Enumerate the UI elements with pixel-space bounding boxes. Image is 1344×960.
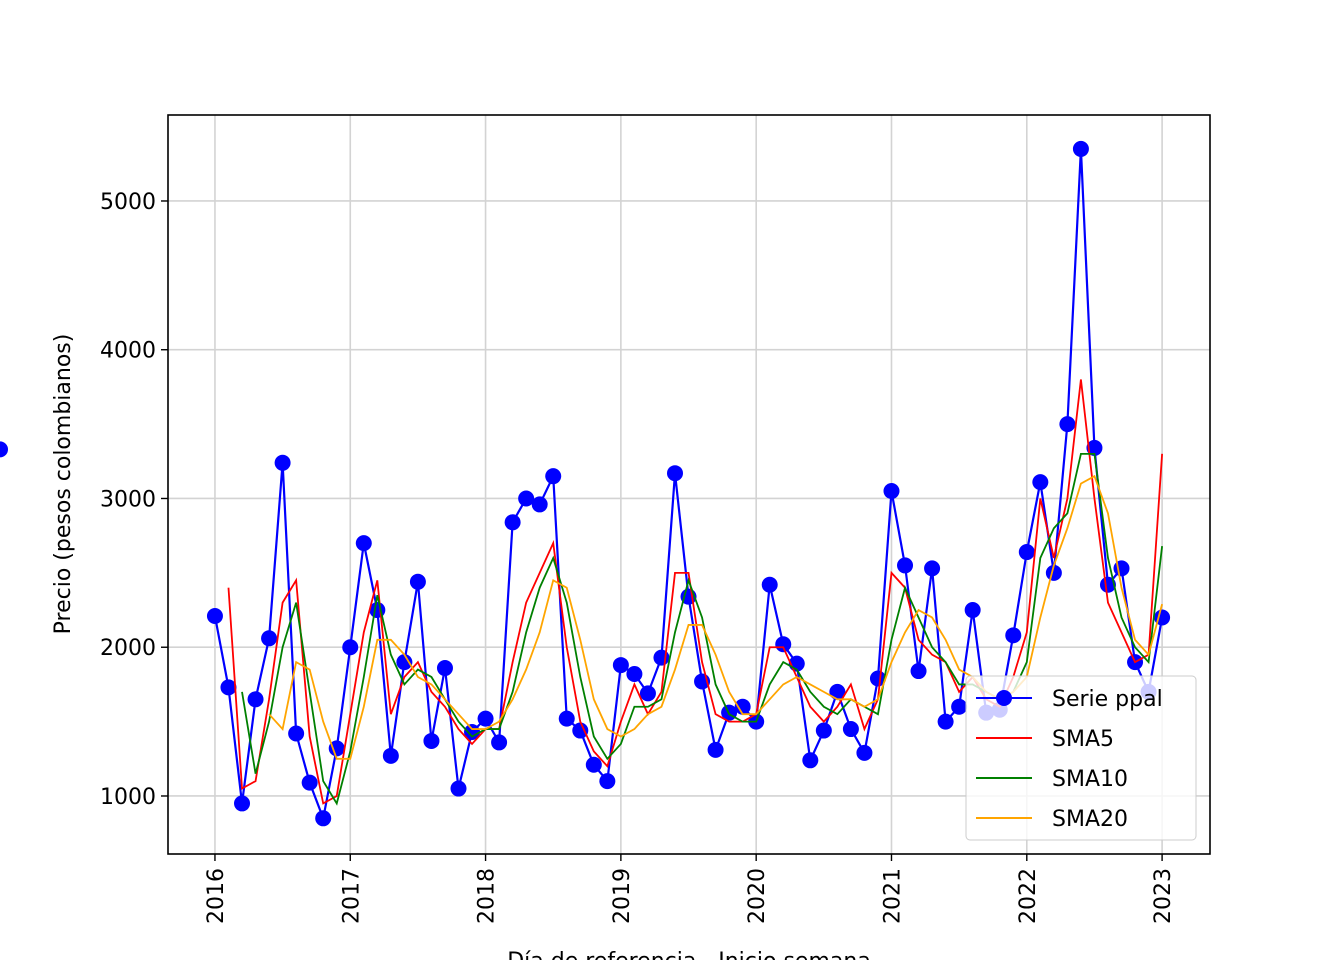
data-point xyxy=(1045,564,1062,581)
data-point xyxy=(1018,544,1035,561)
y-tick-label: 1000 xyxy=(100,785,156,810)
data-point xyxy=(937,713,954,730)
data-point xyxy=(1005,627,1022,644)
legend-label: SMA5 xyxy=(1052,727,1114,752)
data-point xyxy=(707,741,724,758)
x-tick-label: 2022 xyxy=(1016,868,1041,924)
data-point xyxy=(315,810,332,827)
data-point xyxy=(247,691,264,708)
y-tick-label: 4000 xyxy=(100,339,156,364)
data-point xyxy=(558,710,575,727)
data-point xyxy=(328,740,345,757)
data-point xyxy=(531,496,548,513)
data-point xyxy=(815,722,832,739)
data-point xyxy=(585,756,602,773)
data-point xyxy=(436,660,453,677)
x-tick-label: 2017 xyxy=(339,868,364,924)
data-point xyxy=(423,732,440,749)
data-point xyxy=(288,725,305,742)
legend-marker xyxy=(996,690,1012,706)
y-tick-label: 3000 xyxy=(100,487,156,512)
data-point xyxy=(964,602,981,619)
data-point xyxy=(409,573,426,590)
data-point xyxy=(1072,140,1089,157)
data-point xyxy=(545,468,562,485)
legend-box xyxy=(965,675,1197,841)
x-axis-label: Día de referencia - Inicio semana xyxy=(507,949,871,960)
x-tick-label: 2018 xyxy=(475,868,500,924)
data-point xyxy=(355,535,372,552)
data-point xyxy=(626,666,643,683)
data-point xyxy=(1059,416,1076,433)
data-point xyxy=(572,722,589,739)
data-point xyxy=(761,576,778,593)
x-tick-label: 2021 xyxy=(880,868,905,924)
x-tick-label: 2023 xyxy=(1151,868,1176,924)
plot-frame xyxy=(167,114,1211,855)
data-point xyxy=(775,636,792,653)
data-point xyxy=(261,630,278,647)
data-point xyxy=(910,663,927,680)
data-point xyxy=(924,560,941,577)
data-point xyxy=(869,670,886,687)
data-point xyxy=(274,454,291,471)
data-point xyxy=(734,698,751,715)
x-tick-label: 2019 xyxy=(610,868,635,924)
data-point xyxy=(518,490,535,507)
data-point xyxy=(342,639,359,656)
data-point xyxy=(897,557,914,574)
data-point xyxy=(802,752,819,769)
legend-label: SMA10 xyxy=(1052,767,1128,792)
y-axis-label: Precio (pesos colombianos) xyxy=(51,334,76,635)
data-point xyxy=(464,724,481,741)
data-point xyxy=(382,747,399,764)
data-point xyxy=(1032,474,1049,491)
x-tick-label: 2016 xyxy=(204,868,229,924)
data-point xyxy=(883,483,900,500)
y-tick-label: 2000 xyxy=(100,636,156,661)
data-point xyxy=(0,441,8,458)
data-point xyxy=(220,679,237,696)
legend-label: Serie ppal xyxy=(1052,687,1163,712)
data-point xyxy=(477,710,494,727)
data-point xyxy=(951,698,968,715)
data-point xyxy=(301,774,318,791)
data-point xyxy=(504,514,521,531)
data-point xyxy=(856,744,873,761)
data-point xyxy=(1113,560,1130,577)
legend-label: SMA20 xyxy=(1052,807,1128,832)
data-point xyxy=(666,465,683,482)
y-tick-label: 5000 xyxy=(100,190,156,215)
data-point xyxy=(842,721,859,738)
data-point xyxy=(829,683,846,700)
data-point xyxy=(612,657,629,674)
data-point xyxy=(450,780,467,797)
data-point xyxy=(491,734,508,751)
data-point xyxy=(599,773,616,790)
data-point xyxy=(1086,439,1103,456)
data-point xyxy=(653,649,670,666)
x-tick-label: 2020 xyxy=(745,868,770,924)
data-point xyxy=(234,795,251,812)
data-point xyxy=(396,654,413,671)
data-point xyxy=(639,685,656,702)
data-point xyxy=(1099,576,1116,593)
data-point xyxy=(206,607,223,624)
